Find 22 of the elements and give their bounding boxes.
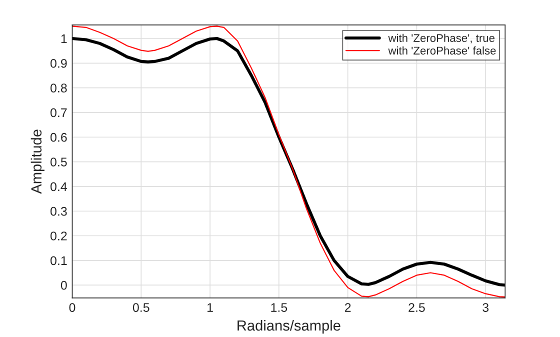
y-tick-label: 0.9: [50, 58, 67, 68]
y-tick-label: 0.7: [50, 108, 67, 118]
x-tick-label: 3: [482, 303, 489, 312]
y-tick-label: 0.4: [50, 182, 68, 192]
x-axis-title: Radians/sample: [238, 320, 340, 334]
x-tick-label: 2.5: [408, 303, 425, 312]
y-tick-label: 1: [61, 34, 67, 44]
y-tick-label: 0.2: [50, 232, 67, 240]
x-tick-label: 2: [344, 303, 351, 312]
x-tick-label: 0: [69, 303, 76, 312]
y-tick-label: 0.8: [50, 84, 67, 92]
legend-label: with 'ZeroPhase' false: [388, 46, 496, 55]
y-tick-label: 0.1: [50, 256, 67, 266]
y-tick-label: 0.6: [50, 132, 67, 142]
x-tick-label: 1.5: [271, 303, 288, 312]
x-tick-label: 0.5: [132, 303, 150, 312]
y-tick-label: 0.5: [50, 158, 67, 166]
x-tick-label: 1: [208, 303, 213, 312]
y-tick-label: 0.3: [50, 206, 67, 216]
legend-label: with 'ZeroPhase', true: [388, 34, 495, 44]
y-tick-label: 0: [60, 280, 67, 290]
y-axis-title: Amplitude: [30, 130, 44, 194]
